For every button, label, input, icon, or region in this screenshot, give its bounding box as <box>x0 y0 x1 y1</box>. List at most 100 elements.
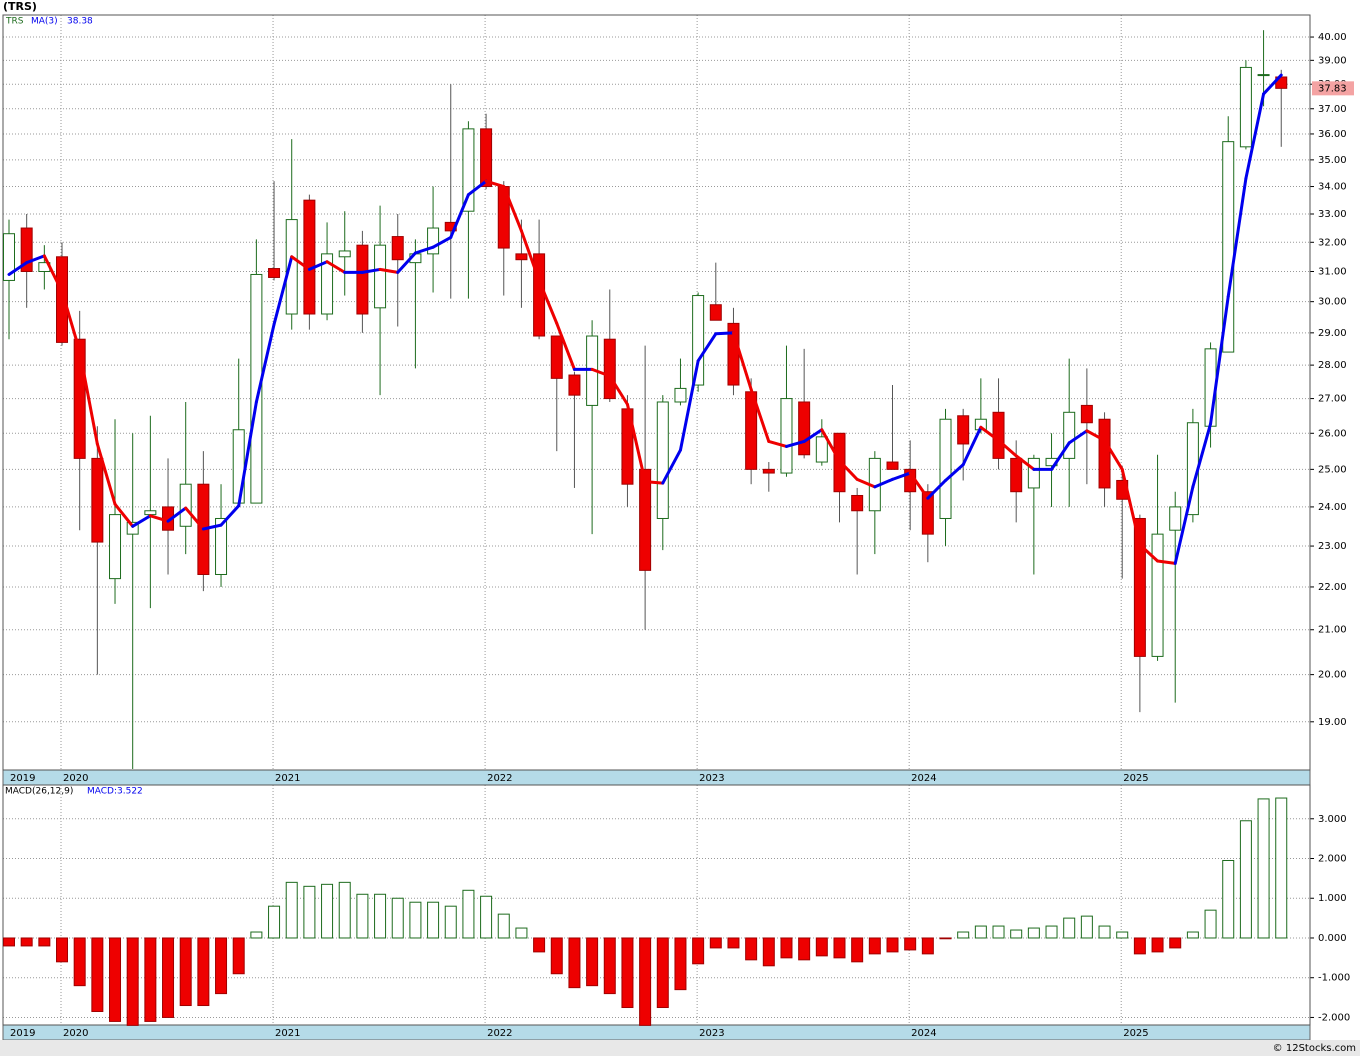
macd-bar <box>674 937 687 991</box>
macd-bar <box>745 937 758 961</box>
macd-bar <box>815 937 828 957</box>
candle-body <box>780 398 793 474</box>
candle-body <box>639 468 652 571</box>
ma-segment <box>95 442 117 506</box>
ma-segment <box>78 349 99 446</box>
ma-segment <box>643 480 665 485</box>
candle-body <box>480 128 493 188</box>
y-tick-label: 2.000 <box>1318 854 1347 865</box>
ma-segment <box>891 471 912 481</box>
candle-body <box>656 401 669 519</box>
macd-bar <box>639 937 652 1026</box>
candle-body <box>957 415 970 445</box>
ma-segment <box>1244 92 1266 180</box>
legend-symbol: TRS <box>5 17 24 27</box>
candle-body <box>992 411 1005 459</box>
candle-body <box>939 418 952 519</box>
macd-bar <box>1010 929 1023 939</box>
macd-bar <box>727 937 740 949</box>
candle-body <box>427 227 440 255</box>
macd-bar <box>268 905 281 939</box>
macd-bar <box>1063 917 1076 939</box>
last-price-box <box>1312 81 1354 96</box>
ma-segment <box>714 331 735 336</box>
ma-segment <box>1262 73 1283 96</box>
ma-segment <box>7 261 29 276</box>
ma-segment <box>661 448 682 485</box>
macd-bar <box>568 937 581 989</box>
macd-bar <box>515 927 528 939</box>
y-tick-label: -1.000 <box>1318 973 1350 984</box>
macd-bar <box>1080 915 1093 939</box>
candle-body <box>709 304 722 321</box>
macd-bar <box>1239 820 1252 939</box>
macd-bar <box>38 937 51 947</box>
ma-segment <box>784 439 806 448</box>
candle-body <box>303 199 316 315</box>
plot-frame <box>2 784 1311 1026</box>
ma-segment <box>1209 294 1230 426</box>
ma-segment <box>678 359 700 452</box>
candle-body <box>1080 404 1093 424</box>
ma-segment <box>908 471 930 500</box>
candle-body <box>1169 506 1182 531</box>
ma-segment <box>1103 438 1124 471</box>
x-tick-label: 2019 <box>10 1028 35 1039</box>
y-tick-label: 37.00 <box>1318 104 1347 115</box>
macd-bar <box>91 937 104 1012</box>
ma-segment <box>325 260 347 274</box>
y-tick-label: 20.00 <box>1318 670 1347 681</box>
plot-frame <box>2 14 1311 771</box>
y-tick-label: 19.00 <box>1318 717 1347 728</box>
ma-segment <box>1173 485 1195 565</box>
y-tick-label: 29.00 <box>1318 328 1347 339</box>
ma-segment <box>873 477 894 489</box>
macd-bar <box>20 937 33 947</box>
ma-segment <box>307 260 329 271</box>
legend-ma-value: 38.38 <box>67 17 93 27</box>
candle-body <box>356 244 369 315</box>
ma-segment <box>1120 467 1142 547</box>
x-tick-label: 2021 <box>275 1028 300 1039</box>
macd-bar <box>215 937 228 995</box>
macd-bar <box>356 893 369 939</box>
ma-segment <box>608 374 629 406</box>
candle-body <box>815 436 828 463</box>
macd-bar <box>550 937 563 975</box>
ma-segment <box>25 254 46 265</box>
candle-body <box>285 219 298 315</box>
y-tick-label: 3.000 <box>1318 814 1347 825</box>
y-tick-label: -2.000 <box>1318 1012 1350 1023</box>
candle-body <box>1063 411 1076 459</box>
candle-body <box>56 256 69 343</box>
ma-segment <box>290 255 311 271</box>
y-tick-label: 40.00 <box>1318 32 1347 43</box>
y-tick-label: 39.00 <box>1318 55 1347 66</box>
ma-segment <box>1138 543 1160 563</box>
ma-segment <box>484 179 506 189</box>
ma-segment <box>749 387 771 443</box>
ma-segment <box>396 251 417 274</box>
candle-body <box>1133 517 1146 657</box>
macd-bar <box>162 937 175 1018</box>
macd-bar <box>780 937 793 959</box>
x-tick-label: 2022 <box>487 773 512 784</box>
macd-bar <box>1151 937 1164 953</box>
y-tick-label: 26.00 <box>1318 428 1347 439</box>
candle-body <box>674 387 687 403</box>
macd-bar <box>656 937 669 1009</box>
ma-segment <box>837 459 859 481</box>
y-tick-label: 35.00 <box>1318 155 1347 166</box>
macd-bar <box>250 931 263 939</box>
ma-segment <box>696 332 718 363</box>
ma-segment <box>1014 454 1036 471</box>
macd-bar <box>73 937 86 987</box>
y-tick-label: 27.00 <box>1318 394 1347 405</box>
x-tick-label: 2023 <box>699 1028 724 1039</box>
x-axis-band <box>2 769 1311 786</box>
macd-value: MACD:3.522 <box>87 787 143 797</box>
macd-bar <box>285 881 298 939</box>
macd-bar <box>1045 925 1058 939</box>
candle-body <box>1222 141 1235 353</box>
macd-bar <box>1257 798 1270 939</box>
